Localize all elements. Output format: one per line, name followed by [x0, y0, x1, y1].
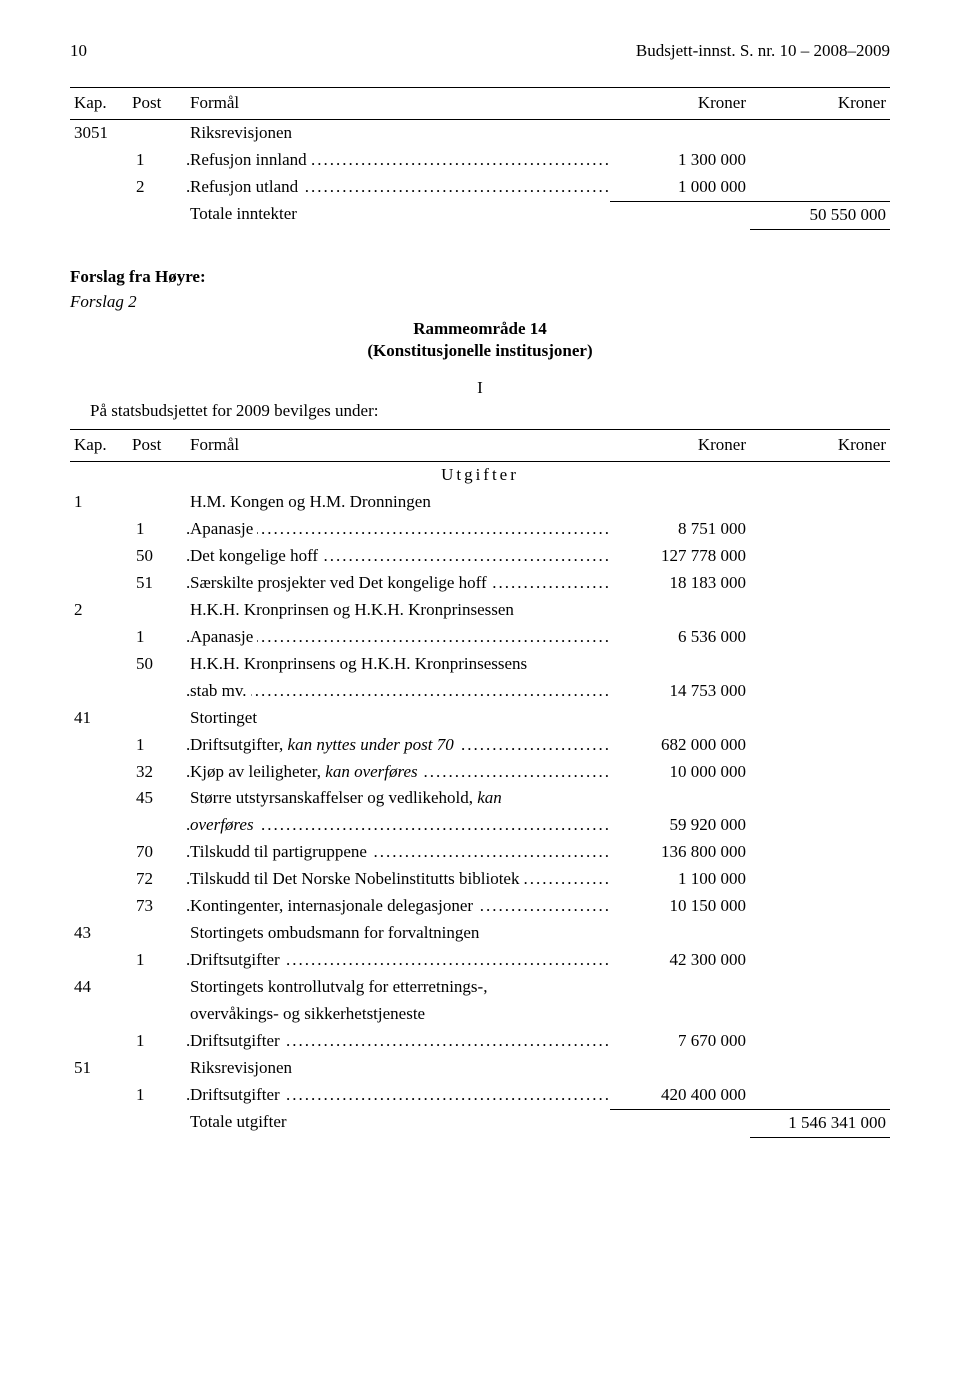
table-row: 1 Refusjon innland 1 300 000 [70, 147, 890, 174]
table-row: 1 Apanasje 6 536 000 [70, 624, 890, 651]
table-row: Totale utgifter 1 546 341 000 [70, 1109, 890, 1137]
top-budget-table: Kap. Post Formål Kroner Kroner 3051 Riks… [70, 87, 890, 230]
col-kroner2: Kroner [750, 87, 890, 119]
table-row: 3051 Riksrevisjonen [70, 119, 890, 146]
col-post: Post [128, 87, 186, 119]
table-row: 44 Stortingets kontrollutvalg for etterr… [70, 974, 890, 1001]
table-row: 2 Refusjon utland 1 000 000 [70, 174, 890, 201]
item-label: Refusjon innland [186, 147, 610, 174]
table-row: 41 Stortinget [70, 705, 890, 732]
doc-title: Budsjett-innst. S. nr. 10 – 2008–2009 [636, 40, 890, 63]
post-cell: 1 [128, 147, 186, 174]
table-row: 50 Det kongelige hoff 127 778 000 [70, 543, 890, 570]
ramme-title: Rammeområde 14 [70, 318, 890, 341]
total-label: Totale utgifter [186, 1109, 610, 1137]
table-row: overvåkings- og sikkerhetstjeneste [70, 1001, 890, 1028]
col-kroner2: Kroner [750, 430, 890, 462]
col-post: Post [128, 430, 186, 462]
table-row: 50 H.K.H. Kronprinsens og H.K.H. Kronpri… [70, 651, 890, 678]
preamble: På statsbudsjettet for 2009 bevilges und… [70, 400, 890, 423]
table-row: 1 Apanasje 8 751 000 [70, 516, 890, 543]
forslag-block: Forslag fra Høyre: Forslag 2 Rammeområde… [70, 266, 890, 424]
table-row: stab mv. 14 753 000 [70, 678, 890, 705]
table-row: 43 Stortingets ombudsmann for forvaltnin… [70, 920, 890, 947]
kap-cell: 3051 [70, 119, 128, 146]
group-label: Riksrevisjonen [186, 119, 610, 146]
col-kroner1: Kroner [610, 430, 750, 462]
table-row: 51 Riksrevisjonen [70, 1055, 890, 1082]
table-row: overføres 59 920 000 [70, 812, 890, 839]
table-row: 51 Særskilte prosjekter ved Det kongelig… [70, 570, 890, 597]
utgifter-heading: Utgifter [70, 462, 890, 489]
page-header: 10 Budsjett-innst. S. nr. 10 – 2008–2009 [70, 40, 890, 63]
col-kap: Kap. [70, 430, 128, 462]
col-formal: Formål [186, 87, 610, 119]
table-row: 1 Driftsutgifter 42 300 000 [70, 947, 890, 974]
page-number: 10 [70, 40, 87, 63]
total-value: 1 546 341 000 [750, 1109, 890, 1137]
ramme-sub: (Konstitusjonelle institusjoner) [70, 340, 890, 363]
total-label: Totale inntekter [186, 201, 610, 229]
table-row: Totale inntekter 50 550 000 [70, 201, 890, 229]
item-label: Refusjon utland [186, 174, 610, 201]
total-value: 50 550 000 [750, 201, 890, 229]
table-row: 32 Kjøp av leiligheter, kan overføres 10… [70, 759, 890, 786]
roman-i: I [70, 377, 890, 400]
col-formal: Formål [186, 430, 610, 462]
table-row: 70 Tilskudd til partigruppene 136 800 00… [70, 839, 890, 866]
table-row: 1 Driftsutgifter, kan nyttes under post … [70, 732, 890, 759]
item-value: 1 300 000 [610, 147, 750, 174]
forslag-from: Forslag fra Høyre: [70, 266, 890, 289]
table-row: 1 H.M. Kongen og H.M. Dronningen [70, 489, 890, 516]
post-cell: 2 [128, 174, 186, 201]
table-row: 73 Kontingenter, internasjonale delegasj… [70, 893, 890, 920]
table-row: 1 Driftsutgifter 420 400 000 [70, 1082, 890, 1109]
table-row: 2 H.K.H. Kronprinsen og H.K.H. Kronprins… [70, 597, 890, 624]
table-row: 1 Driftsutgifter 7 670 000 [70, 1028, 890, 1055]
main-budget-table: Kap. Post Formål Kroner Kroner Utgifter … [70, 429, 890, 1137]
col-kap: Kap. [70, 87, 128, 119]
forslag-num: Forslag 2 [70, 291, 890, 314]
col-kroner1: Kroner [610, 87, 750, 119]
item-value: 1 000 000 [610, 174, 750, 201]
table-row: 45 Større utstyrsanskaffelser og vedlike… [70, 785, 890, 812]
table-row: 72 Tilskudd til Det Norske Nobelinstitut… [70, 866, 890, 893]
